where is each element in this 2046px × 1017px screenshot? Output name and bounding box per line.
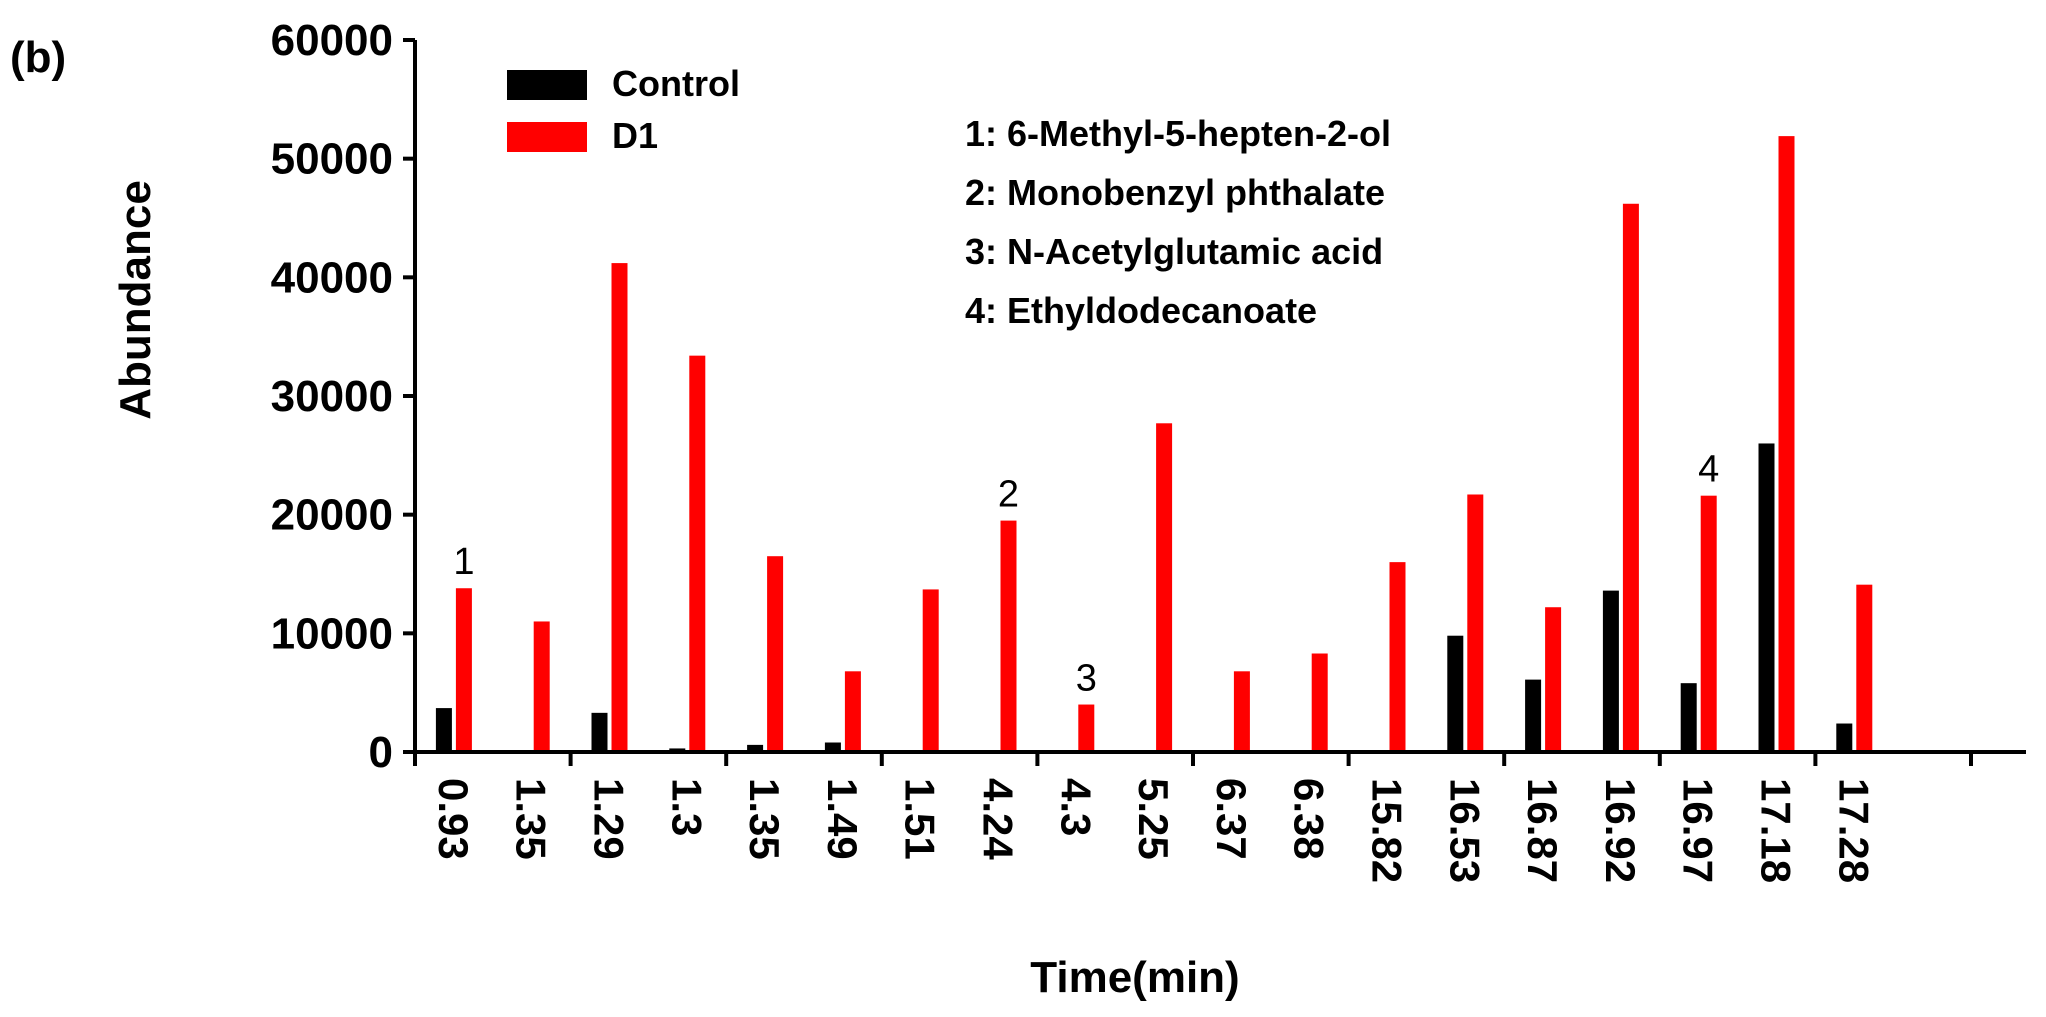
- bars: [435, 136, 1873, 752]
- x-tick-label: 4.24: [975, 778, 1022, 860]
- bar-d1: [1311, 653, 1328, 752]
- panel-label: (b): [10, 33, 66, 82]
- bar-d1: [611, 263, 628, 752]
- bar-d1: [1389, 562, 1406, 752]
- x-tick-label: 1.51: [897, 778, 944, 860]
- compound-key: 1: 6-Methyl-5-hepten-2-ol 2: Monobenzyl …: [965, 113, 1391, 331]
- x-tick-label: 17.28: [1830, 778, 1877, 883]
- peak-annotation: 2: [998, 474, 1019, 516]
- y-ticks: 0 10000 20000 30000 40000 50000 60000: [271, 16, 415, 777]
- x-axis-title: Time(min): [1030, 953, 1239, 1002]
- bar-control: [824, 742, 841, 752]
- x-tick-label: 16.97: [1675, 778, 1722, 883]
- bar-d1: [455, 588, 472, 752]
- bar-control: [591, 712, 608, 752]
- compound-key-4: 4: Ethyldodecanoate: [965, 290, 1317, 331]
- y-tick-label: 40000: [271, 253, 393, 302]
- y-axis-title: Abundance: [111, 180, 160, 420]
- legend-label-control: Control: [612, 63, 740, 104]
- bar-d1: [1778, 136, 1795, 752]
- x-tick-label: 15.82: [1364, 778, 1411, 883]
- x-ticks: 0.93 1.35 1.29 1.3 1.35 1.49 1.51 4.24 4.3 5.25 6.…: [413, 752, 1973, 883]
- y-tick-label: 30000: [271, 372, 393, 421]
- bar-d1: [1467, 494, 1484, 752]
- x-tick-label: 1.49: [819, 778, 866, 860]
- bar-d1: [1078, 704, 1095, 752]
- peak-annotation: 1: [453, 541, 474, 583]
- bar-d1: [1622, 203, 1639, 752]
- x-tick-label: 16.87: [1519, 778, 1566, 883]
- compound-key-2: 2: Monobenzyl phthalate: [965, 172, 1385, 213]
- bar-d1: [1856, 584, 1873, 752]
- bar-d1: [1156, 423, 1173, 752]
- y-tick-label: 60000: [271, 16, 393, 65]
- bar-control: [1447, 635, 1464, 752]
- bar-d1: [1545, 607, 1562, 752]
- y-tick-label: 10000: [271, 609, 393, 658]
- x-tick-label: 4.3: [1052, 778, 1099, 836]
- peak-annotations: 1 2 3 4: [453, 449, 1719, 700]
- bar-d1: [533, 621, 550, 752]
- y-tick-label: 0: [369, 728, 393, 777]
- bar-control: [1758, 443, 1775, 752]
- bar-control: [1602, 590, 1619, 752]
- bar-d1: [767, 556, 784, 752]
- bar-d1: [922, 589, 939, 752]
- peak-annotation: 4: [1698, 449, 1719, 491]
- bar-control: [747, 744, 764, 752]
- legend-swatch-control: [507, 70, 587, 100]
- x-tick-label: 1.29: [586, 778, 633, 860]
- bar-control: [1525, 679, 1542, 752]
- y-tick-label: 20000: [271, 491, 393, 540]
- bar-d1: [689, 355, 706, 752]
- x-tick-label: 16.92: [1597, 778, 1644, 883]
- x-tick-label: 1.35: [741, 778, 788, 860]
- x-tick-label: 16.53: [1441, 778, 1488, 883]
- bar-d1: [1700, 495, 1717, 752]
- peak-annotation: 3: [1076, 658, 1097, 700]
- bar-control: [1836, 723, 1853, 752]
- y-tick-label: 50000: [271, 135, 393, 184]
- bar-control: [435, 708, 452, 752]
- legend-label-d1: D1: [612, 115, 658, 156]
- x-tick-label: 17.18: [1753, 778, 1800, 883]
- bar-d1: [1000, 520, 1017, 752]
- x-tick-label: 0.93: [430, 778, 477, 860]
- compound-key-3: 3: N-Acetylglutamic acid: [965, 231, 1383, 272]
- legend: Control D1: [507, 63, 740, 156]
- compound-key-1: 1: 6-Methyl-5-hepten-2-ol: [965, 113, 1391, 154]
- x-tick-label: 1.35: [508, 778, 555, 860]
- legend-swatch-d1: [507, 122, 587, 152]
- bar-d1: [1233, 671, 1250, 752]
- x-tick-label: 5.25: [1130, 778, 1177, 860]
- x-tick-label: 6.38: [1286, 778, 1333, 860]
- x-tick-label: 1.3: [663, 778, 710, 836]
- bar-control: [1680, 683, 1697, 752]
- x-tick-label: 6.37: [1208, 778, 1255, 860]
- bar-d1: [844, 671, 861, 752]
